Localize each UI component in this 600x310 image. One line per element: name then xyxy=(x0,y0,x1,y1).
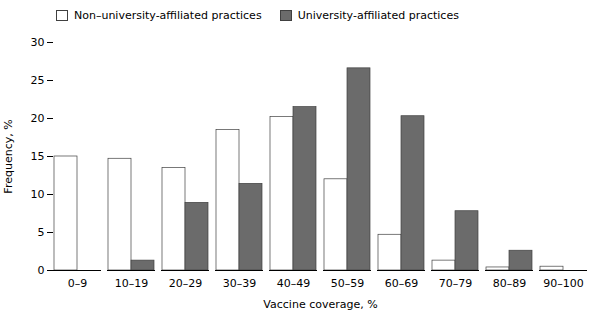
svg-text:0: 0 xyxy=(38,264,45,277)
svg-text:20: 20 xyxy=(31,112,45,125)
svg-text:30–39: 30–39 xyxy=(223,277,257,290)
svg-text:40–49: 40–49 xyxy=(277,277,311,290)
svg-text:5: 5 xyxy=(38,226,45,239)
svg-text:20–29: 20–29 xyxy=(169,277,203,290)
svg-text:Vaccine coverage, %: Vaccine coverage, % xyxy=(263,298,377,310)
svg-text:25: 25 xyxy=(31,74,45,87)
svg-text:10–19: 10–19 xyxy=(115,277,149,290)
html-text:University-affiliated practice: University-affiliated practices xyxy=(297,8,459,22)
svg-text:50–59: 50–59 xyxy=(331,277,365,290)
svg-text:0–9: 0–9 xyxy=(68,277,88,290)
svg-text:90–100: 90–100 xyxy=(543,277,584,290)
html-text:Non–university-affiliated prac: Non–university-affiliated practices xyxy=(74,8,262,22)
svg-text:10: 10 xyxy=(31,188,45,201)
svg-text:70–79: 70–79 xyxy=(439,277,473,290)
svg-text:80–89: 80–89 xyxy=(493,277,527,290)
svg-text:60–69: 60–69 xyxy=(385,277,419,290)
svg-text:30: 30 xyxy=(31,36,45,49)
svg-text:15: 15 xyxy=(31,150,45,163)
svg-text:Frequency, %: Frequency, % xyxy=(2,119,15,193)
